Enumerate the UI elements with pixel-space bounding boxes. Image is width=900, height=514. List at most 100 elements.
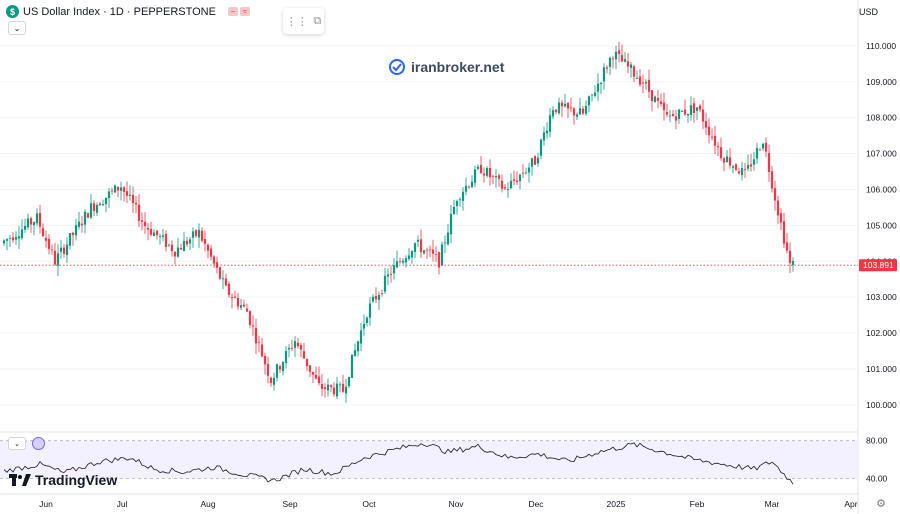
candle [278,366,282,370]
candle [311,371,315,375]
oscillator-chevron-icon[interactable]: ⌄ [8,437,26,450]
candle [347,376,351,387]
candle [119,187,123,191]
candle [785,242,789,251]
candle [575,114,579,117]
candle [674,116,678,121]
candle [155,230,159,236]
candle [44,237,48,241]
candle [104,197,108,205]
object-tree-icon[interactable]: ⧉ [313,14,322,27]
candle [719,147,723,159]
candle [704,121,708,128]
oscillator-indicator-icon[interactable] [32,437,45,450]
candle [707,126,711,136]
candle [86,213,90,218]
candle [500,180,504,189]
chevron-down-icon[interactable]: ⌄ [8,21,26,35]
candle [644,81,648,84]
candle [98,203,102,206]
candle [245,308,249,312]
candle [125,191,129,196]
candle [326,384,330,391]
candle [332,387,336,395]
settings-gear-icon[interactable]: ⚙ [876,498,886,510]
indicator-pills[interactable]: − ≈ [227,7,250,16]
candle [782,221,786,244]
candle [713,135,717,146]
candle [269,377,273,383]
candle [668,115,672,117]
candle [611,58,615,60]
candle [689,105,693,115]
x-tick-label: 2025 [607,499,626,509]
current-price-label: 103.891 [863,260,894,270]
candle [341,383,345,392]
candle [83,211,87,225]
candle [380,293,384,294]
candle [443,242,447,244]
candle [539,139,543,156]
candle [503,187,507,189]
x-tick-label: Feb [690,499,705,509]
logo-text: TradingView [35,472,118,488]
candle [779,213,783,223]
candle [152,232,156,237]
candle [623,59,627,62]
candle [578,108,582,115]
oscillator-level-label: 40.00 [866,474,888,484]
candle [221,278,225,280]
candle [551,110,555,117]
candle [587,96,591,106]
candle [218,267,222,279]
y-tick-label: 103.000 [866,292,897,302]
y-tick-label: 102.000 [866,328,897,338]
candle [32,222,36,226]
candle [440,244,444,266]
candle [509,180,513,188]
candle [53,250,57,265]
candle [749,164,753,167]
candle [140,220,144,222]
symbol-legend[interactable]: $ US Dollar Index · 1D · PEPPERSTONE − ≈ [6,5,250,18]
candle [416,239,420,242]
candle [656,97,660,101]
candle [206,244,210,251]
drag-handle-icon[interactable]: ⋮⋮ [285,15,308,28]
candle [455,200,459,206]
tradingview-logo[interactable]: TradingView [9,472,117,488]
y-tick-label: 101.000 [866,364,897,374]
x-tick-label: Mar [765,499,780,509]
y-tick-label: 106.000 [866,184,897,194]
candle [494,176,498,178]
candle [116,186,120,191]
candle [635,78,639,79]
candle [200,230,204,241]
candle [188,239,192,244]
candle [386,274,390,277]
candle [173,251,177,257]
candle [593,92,597,97]
candle [158,235,162,237]
candle [290,348,294,349]
candle [662,102,666,111]
y-tick-label: 108.000 [866,113,897,123]
candle [773,188,777,201]
candle [437,252,441,268]
candle [377,294,381,300]
candle [431,249,435,254]
candle [68,233,72,246]
candle [566,102,570,109]
candle [605,67,609,69]
floating-toolbar[interactable]: ⋮⋮ ⧉ [283,8,324,34]
candle [512,179,516,181]
currency-label[interactable]: USD [858,7,878,17]
candle [641,82,645,84]
candle [650,90,654,102]
candle [107,191,111,198]
candle [524,172,528,174]
candle [41,228,45,237]
candle [113,185,117,193]
candle [389,274,393,275]
